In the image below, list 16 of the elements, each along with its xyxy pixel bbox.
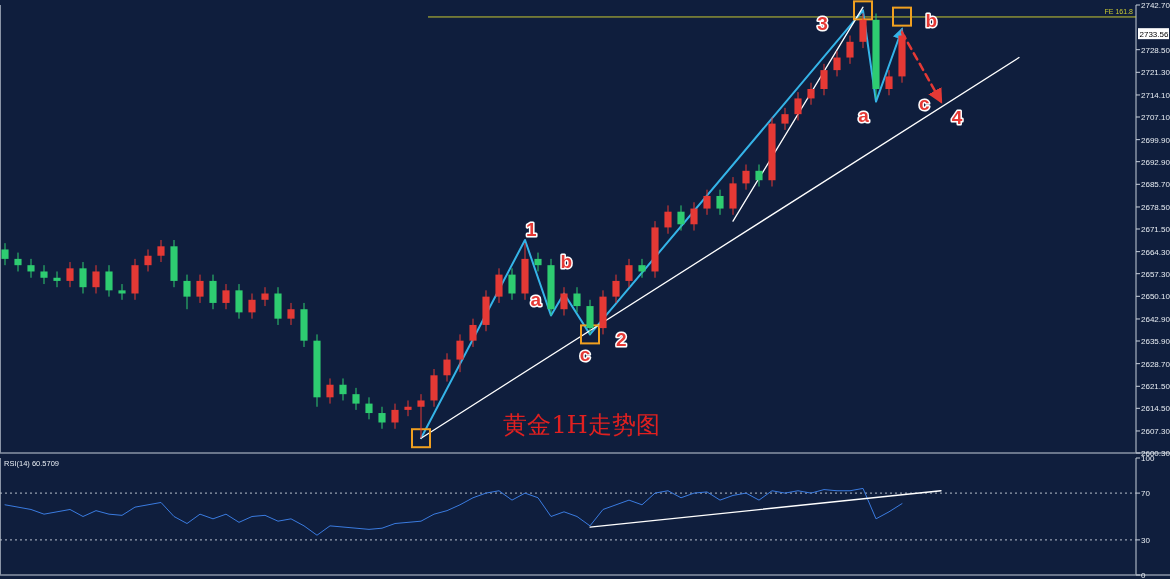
- annotation: b: [925, 10, 938, 32]
- annotation: 2: [616, 329, 627, 351]
- point: [580, 324, 600, 345]
- annotation: b: [560, 251, 573, 273]
- point: [853, 0, 873, 21]
- annotation: c: [919, 93, 930, 115]
- annotation: 4: [951, 106, 963, 128]
- point: [411, 428, 431, 449]
- annotation: 3: [817, 12, 828, 34]
- annotation: c: [579, 344, 591, 366]
- annotation: 1: [525, 218, 537, 240]
- annotation: a: [530, 289, 542, 311]
- annotation: 2733.56: [1139, 29, 1169, 39]
- annotation: 黄金1H走势图: [503, 410, 660, 439]
- annotation: a: [858, 105, 869, 127]
- point: [892, 6, 912, 27]
